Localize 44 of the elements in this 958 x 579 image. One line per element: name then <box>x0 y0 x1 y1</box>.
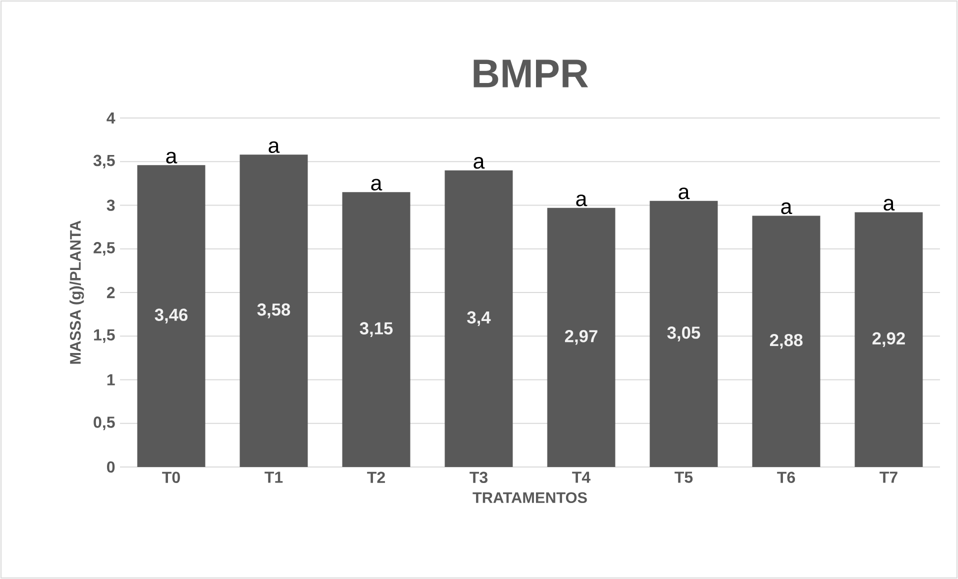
y-tick-label: 3 <box>106 200 115 211</box>
y-tick-label: 1 <box>107 374 115 386</box>
annotation: a <box>884 198 895 211</box>
y-tick-label: 2,5 <box>94 242 115 256</box>
y-tick-label: 2 <box>106 286 115 298</box>
bar <box>752 216 820 467</box>
data-label: 2,92 <box>872 332 905 347</box>
annotation: a <box>371 178 382 191</box>
data-label: 3,46 <box>154 308 188 324</box>
data-label: 3,05 <box>667 326 700 342</box>
bar <box>547 208 616 467</box>
data-label: 2,88 <box>770 334 803 349</box>
data-label: 3,15 <box>360 322 393 337</box>
x-tick-label: T6 <box>777 472 795 484</box>
y-tick-label: 3,5 <box>93 154 115 168</box>
x-axis-title: TRATAMENTOS <box>472 492 587 504</box>
x-tick-label: T4 <box>572 472 590 483</box>
chart-title: BMPR <box>474 60 588 88</box>
data-label: 3,58 <box>257 303 290 318</box>
y-tick-label: 1,5 <box>94 329 115 343</box>
y-tick-label: 0,5 <box>94 416 115 430</box>
y-axis-title: MASSA (g)/PLANTA <box>70 220 84 364</box>
x-tick-label: T2 <box>367 472 385 483</box>
x-tick-label: T3 <box>470 472 488 484</box>
y-tick-label: 0 <box>107 461 115 473</box>
bar <box>240 154 308 467</box>
x-tick-label: T5 <box>674 472 693 483</box>
annotation: a <box>268 141 280 154</box>
y-tick-label: 4 <box>106 112 116 124</box>
bar <box>137 165 206 467</box>
annotation: a <box>781 202 792 214</box>
bar <box>342 192 410 467</box>
x-tick-label: T1 <box>264 472 283 483</box>
x-tick-label: T0 <box>162 472 180 484</box>
data-label: 2,97 <box>564 330 598 345</box>
data-label: 3,4 <box>467 311 491 326</box>
bar <box>854 212 923 467</box>
annotation: a <box>474 157 485 169</box>
annotation: a <box>576 194 588 206</box>
x-tick-label: T7 <box>880 472 898 483</box>
annotation: a <box>166 152 178 164</box>
bar <box>444 170 513 467</box>
bar <box>650 200 718 467</box>
annotation: a <box>678 188 690 200</box>
